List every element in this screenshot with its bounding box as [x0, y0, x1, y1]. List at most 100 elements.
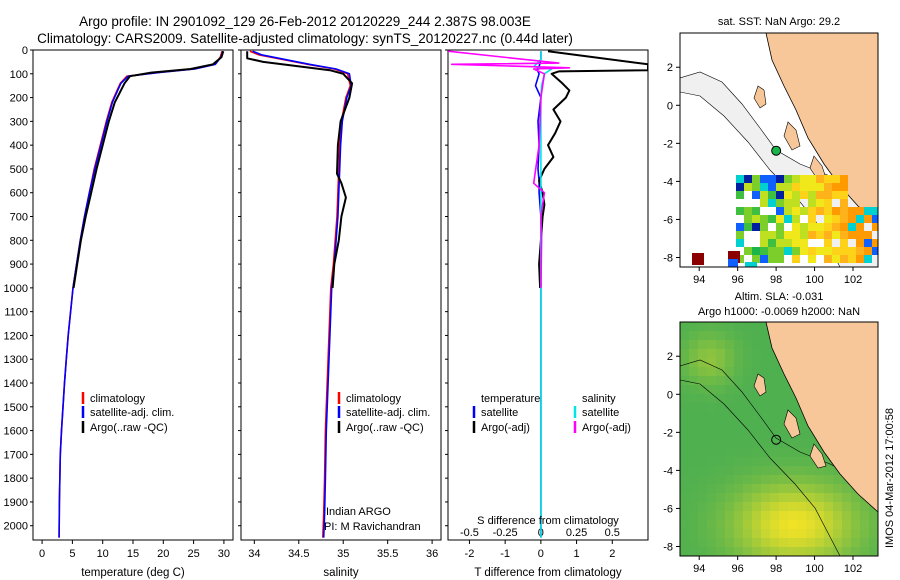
- sst-pixel: [824, 175, 832, 183]
- sst-pixel: [744, 215, 752, 223]
- sla-pixel: [824, 475, 833, 484]
- sst-pixel: [752, 207, 760, 215]
- sst-pixel: [800, 207, 808, 215]
- sst-pixel: [808, 207, 816, 215]
- sla-pixel: [752, 502, 761, 511]
- sla-pixel: [761, 466, 770, 475]
- sst-pixel: [816, 175, 824, 183]
- sla-pixel: [752, 448, 761, 457]
- sla-pixel: [716, 394, 725, 403]
- sst-pixel: [856, 231, 864, 239]
- sst-pixel: [824, 239, 832, 247]
- sla-pixel: [725, 538, 734, 547]
- sla-pixel: [707, 385, 716, 394]
- sla-pixel: [761, 529, 770, 538]
- sst-pixel: [872, 223, 878, 231]
- sla-pixel: [779, 520, 788, 529]
- sst-pixel: [784, 199, 792, 207]
- sla-pixel: [797, 547, 806, 556]
- sst-pixel: [776, 255, 784, 263]
- sla-pixel: [734, 457, 743, 466]
- salinity-plot-frame: [240, 49, 442, 541]
- sla-pixel: [788, 502, 797, 511]
- sla-pixel: [734, 430, 743, 439]
- institution-annotation: Indian ARGO: [326, 506, 391, 518]
- sla-pixel: [788, 484, 797, 493]
- sst-pixel: [864, 255, 872, 263]
- sst-pixel: [760, 247, 768, 255]
- lon-tick-label: 98: [770, 274, 782, 286]
- sla-pixel: [797, 430, 806, 439]
- title-line-1: Argo profile: IN 2901092_129 26-Feb-2012…: [79, 14, 531, 29]
- sla-pixel: [725, 376, 734, 385]
- sst-pixel: [808, 183, 816, 191]
- sla-pixel: [689, 547, 698, 556]
- sla-pixel: [716, 430, 725, 439]
- legend-climatology: climatology: [346, 393, 402, 405]
- sla-pixel: [752, 394, 761, 403]
- sst-pixel: [848, 207, 856, 215]
- sla-pixel: [689, 430, 698, 439]
- sla-pixel: [698, 502, 707, 511]
- sst-pixel: [745, 262, 757, 267]
- sst-pixel: [848, 231, 856, 239]
- series-line: [246, 51, 354, 288]
- lon-tick-label: 96: [732, 563, 744, 575]
- sla-pixel: [788, 493, 797, 502]
- sla-pixel: [707, 403, 716, 412]
- sla-pixel: [725, 529, 734, 538]
- sla-pixel: [788, 547, 797, 556]
- sla-pixel: [725, 457, 734, 466]
- sla-pixel: [725, 394, 734, 403]
- sla-pixel: [815, 529, 824, 538]
- sst-pixel: [744, 183, 752, 191]
- sst-pixels: [692, 175, 878, 267]
- sla-pixel: [689, 466, 698, 475]
- sla-pixel: [734, 349, 743, 358]
- sla-pixel: [707, 430, 716, 439]
- x-tick-label: 34: [248, 548, 260, 560]
- sla-pixel: [851, 493, 860, 502]
- sla-pixel: [752, 520, 761, 529]
- sla-pixel: [761, 538, 770, 547]
- sst-pixel: [816, 223, 824, 231]
- sst-pixel: [864, 239, 872, 247]
- sla-pixel: [725, 349, 734, 358]
- sst-pixel: [736, 207, 744, 215]
- sla-pixel: [815, 493, 824, 502]
- sla-pixel: [707, 322, 716, 331]
- sla-pixel: [716, 403, 725, 412]
- sla-pixel: [779, 493, 788, 502]
- sla-pixel: [806, 502, 815, 511]
- sla-pixel: [716, 358, 725, 367]
- sst-pixel: [840, 231, 848, 239]
- y-tick-label: 1000: [4, 283, 28, 295]
- sla-pixel: [680, 529, 689, 538]
- sst-pixel: [768, 191, 776, 199]
- sst-pixel: [808, 247, 816, 255]
- sla-pixel: [707, 394, 716, 403]
- sla-pixel: [716, 502, 725, 511]
- sst-pixel: [752, 215, 760, 223]
- salinity-xlabel: salinity: [323, 567, 358, 579]
- sst-pixel: [800, 247, 808, 255]
- sst-pixel: [776, 183, 784, 191]
- sla-pixel: [788, 529, 797, 538]
- sst-pixel: [768, 239, 776, 247]
- sla-pixel: [851, 529, 860, 538]
- pi-annotation: PI: M Ravichandran: [324, 521, 421, 533]
- y-tick-label: 200: [10, 93, 28, 105]
- sst-pixel: [840, 191, 848, 199]
- sst-pixel: [760, 175, 768, 183]
- sla-pixel: [824, 538, 833, 547]
- sla-pixel: [725, 547, 734, 556]
- sla-pixel: [716, 376, 725, 385]
- difference-series: [448, 50, 648, 538]
- x-tick-label: 35: [337, 548, 349, 560]
- temperature-x-axis: 0 5 10 15 20 25 30: [39, 540, 230, 560]
- sla-map-island-mid: [783, 409, 801, 439]
- x-tick-label: 34.5: [288, 548, 309, 560]
- sst-pixel: [736, 175, 744, 183]
- sst-pixel: [752, 223, 760, 231]
- legend-s-argo: Argo(-adj): [582, 422, 631, 434]
